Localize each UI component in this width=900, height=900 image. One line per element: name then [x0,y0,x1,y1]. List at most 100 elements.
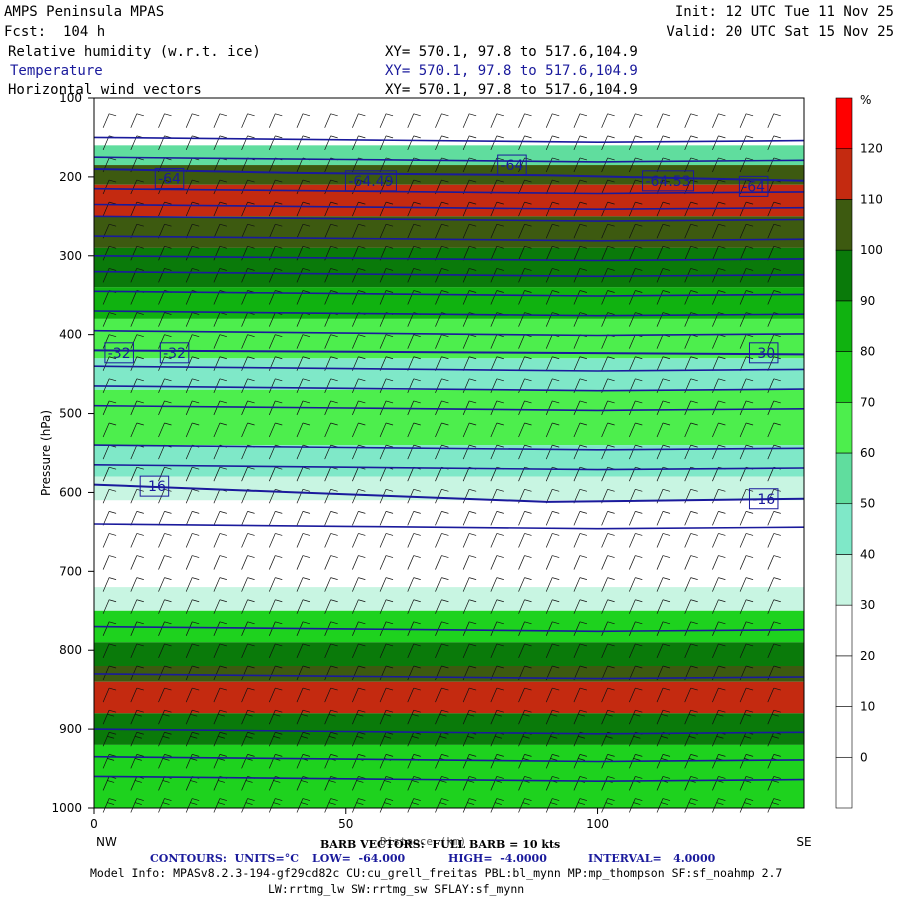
wind-barb-staff [407,710,415,725]
wind-barb-staff [628,511,636,526]
wind-barb [352,290,366,305]
wind-barb-flag [219,268,227,271]
wind-barb-staff [324,467,331,482]
wind-barb [656,113,671,128]
wind-barb-staff [712,511,719,526]
wind-barb-flag [275,643,283,647]
wind-barb [268,643,283,659]
wind-barb-staff [573,710,581,725]
wind-barb [628,798,643,813]
wind-barb-flag [607,599,615,603]
wind-barb-flag [496,511,504,514]
wind-barb-staff [767,489,775,504]
wind-barb-flag [192,731,200,735]
wind-barb-flag [579,776,588,779]
wind-barb-flag [275,687,283,691]
wind-barb-staff [158,577,165,592]
wind-barb-staff [435,378,442,393]
wind-barb-staff [739,533,747,548]
wind-barb-staff [518,334,525,349]
wind-barb-flag [164,179,172,183]
wind-barb-staff [130,555,138,570]
wind-barb-staff [601,577,608,592]
wind-barb-flag [413,422,421,426]
wind-barb-staff [601,621,608,636]
wind-barb-flag [109,511,117,514]
wind-barb-flag [469,422,477,426]
wind-barb-flag [662,533,671,536]
wind-barb-flag [718,444,726,448]
wind-barb-flag [358,378,366,382]
wind-barb-flag [383,735,392,739]
wind-barb-staff [324,710,331,725]
wind-barb-staff [407,687,415,703]
wind-barb [379,113,394,128]
wind-barb [462,113,477,128]
wind-barb [296,334,311,349]
wind-barb-flag [134,713,142,717]
wind-barb-staff [739,489,747,504]
wind-barb [518,422,532,438]
wind-barb-flag [579,665,588,669]
wind-barb [241,268,255,283]
wind-barb-staff [435,599,442,614]
wind-barb-staff [268,224,276,239]
wind-barb-flag [496,179,504,183]
colorbar-box [835,756,853,809]
wind-barb [573,798,588,813]
wind-barb-staff [102,798,110,813]
wind-barb-flag [441,157,449,161]
wind-barb-flag [247,223,255,227]
wind-barb-flag [496,533,504,536]
wind-barb [767,290,781,305]
wind-barb-staff [601,710,608,725]
wind-barb [185,179,200,195]
wind-barb [296,687,311,703]
wind-barb-flag [773,334,781,338]
wind-barb-staff [352,135,359,151]
wind-barb-flag [164,599,172,603]
wind-barb [518,290,532,305]
wind-barb-flag [383,780,392,783]
wind-barb-staff [324,268,331,283]
wind-barb [185,312,200,327]
wind-barb-flag [247,113,255,117]
wind-barb [268,511,283,526]
wind-barb-flag [745,290,754,293]
wind-barb-staff [158,467,165,482]
wind-barb-staff [628,422,636,438]
wind-barb-staff [268,665,276,681]
wind-barb [241,466,255,482]
wind-barb-staff [213,511,221,526]
wind-barb [379,422,394,438]
wind-barb-staff [407,422,415,438]
wind-barb-staff [767,290,775,305]
wind-barb-flag [552,444,560,448]
wind-barb-staff [158,312,165,327]
wind-barb-flag [219,400,227,404]
wind-barb [407,709,421,725]
wind-barb [573,113,588,128]
wind-barb-staff [462,798,470,813]
wind-barb-flag [219,599,227,603]
wind-barb-staff [462,444,470,460]
wind-barb [490,444,504,460]
wind-barb [767,776,781,791]
wind-barb-flag [330,290,338,293]
wind-barb [684,356,698,371]
wind-barb-flag [579,643,588,647]
wind-barb [518,400,532,416]
wind-barb [407,533,421,548]
wind-barb [601,599,615,614]
wind-barb-staff [656,334,664,349]
wind-barb-staff [712,334,719,349]
wind-barb-flag [690,245,698,249]
wind-barb-flag [356,735,364,739]
rh-band-18 [94,713,804,745]
wind-barb-flag [247,754,255,757]
wind-barb-staff [352,710,359,725]
wind-barb-flag [328,802,336,805]
wind-barb [102,599,117,614]
wind-barb [656,687,671,703]
